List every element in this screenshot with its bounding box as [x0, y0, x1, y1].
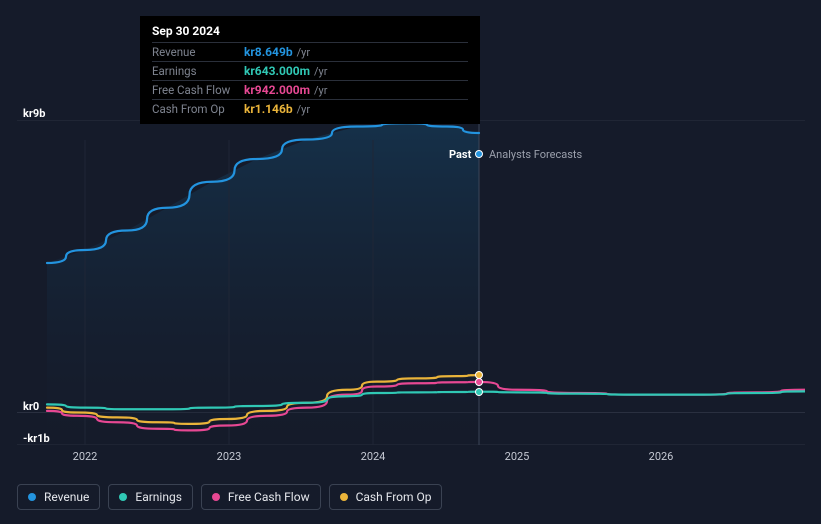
- tooltip-date: Sep 30 2024: [152, 24, 468, 42]
- x-axis-label: 2022: [73, 450, 98, 463]
- legend-item[interactable]: Revenue: [17, 484, 100, 510]
- legend-label: Revenue: [44, 490, 89, 504]
- x-axis-label: 2024: [361, 450, 386, 463]
- legend-item[interactable]: Free Cash Flow: [201, 484, 321, 510]
- tooltip-metric-label: Revenue: [152, 45, 244, 59]
- chart-tooltip: Sep 30 2024 Revenuekr8.649b/yrEarningskr…: [140, 16, 480, 124]
- series-end-marker-icon: [475, 378, 483, 386]
- tooltip-metric-value: kr643.000m: [244, 64, 310, 78]
- tooltip-metric-unit: /yr: [297, 103, 310, 116]
- tooltip-metric-unit: /yr: [314, 84, 327, 97]
- legend-label: Cash From Op: [356, 490, 432, 504]
- chart-svg: [17, 120, 805, 445]
- tooltip-metric-label: Earnings: [152, 64, 244, 78]
- tooltip-row: Earningskr643.000m/yr: [152, 61, 468, 80]
- x-axis: 2022 2023 2024 2025 2026: [17, 450, 805, 470]
- tooltip-metric-label: Free Cash Flow: [152, 83, 244, 97]
- past-marker-icon: [475, 150, 483, 158]
- y-axis-label: kr0: [23, 400, 39, 413]
- legend-item[interactable]: Earnings: [108, 484, 193, 510]
- tooltip-metric-unit: /yr: [314, 65, 327, 78]
- series-end-marker-icon: [475, 388, 483, 396]
- tooltip-row: Free Cash Flowkr942.000m/yr: [152, 80, 468, 99]
- tooltip-metric-unit: /yr: [297, 46, 310, 59]
- legend-dot-icon: [212, 493, 220, 501]
- tooltip-metric-value: kr942.000m: [244, 83, 310, 97]
- legend: Revenue Earnings Free Cash Flow Cash From O…: [17, 484, 442, 510]
- past-label: Past: [449, 148, 471, 161]
- tooltip-metric-label: Cash From Op: [152, 102, 244, 116]
- legend-dot-icon: [340, 493, 348, 501]
- x-axis-label: 2026: [649, 450, 674, 463]
- tooltip-metric-value: kr1.146b: [244, 102, 293, 116]
- y-axis-label: kr9b: [23, 107, 45, 120]
- chart-area: kr9bkr0-kr1b Past Analysts Forecasts: [17, 120, 805, 445]
- tooltip-row: Cash From Opkr1.146b/yr: [152, 99, 468, 118]
- legend-item[interactable]: Cash From Op: [329, 484, 443, 510]
- legend-label: Free Cash Flow: [228, 490, 310, 504]
- tooltip-row: Revenuekr8.649b/yr: [152, 42, 468, 61]
- x-axis-label: 2025: [505, 450, 530, 463]
- legend-label: Earnings: [135, 490, 182, 504]
- x-axis-label: 2023: [217, 450, 242, 463]
- legend-dot-icon: [119, 493, 127, 501]
- legend-dot-icon: [28, 493, 36, 501]
- tooltip-metric-value: kr8.649b: [244, 45, 293, 59]
- y-axis-label: -kr1b: [23, 432, 50, 445]
- forecast-label: Analysts Forecasts: [489, 148, 582, 161]
